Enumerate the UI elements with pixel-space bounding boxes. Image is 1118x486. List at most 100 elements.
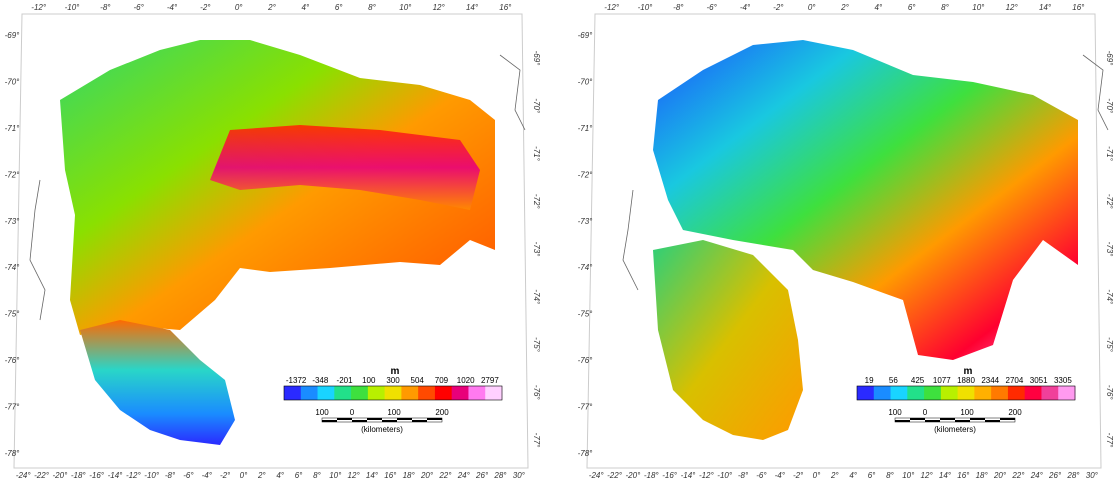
top-lon-label: 14° (1039, 3, 1052, 12)
top-lon-label: 8° (941, 3, 949, 12)
colorbar-value: 1880 (957, 376, 975, 385)
scale-segment (427, 418, 442, 420)
anomaly-map-figure: -12° -10° -8° -6° -4° -2° 0° 2° 4° 6° 8° 10° 12° 14° 1… (5, 3, 541, 480)
right-lat-label: -77° (1105, 433, 1114, 449)
colorbar-swatch (890, 386, 908, 400)
bottom-lon-label: 28° (493, 471, 507, 480)
top-lon-label: 16° (499, 3, 512, 12)
right-lat-label: -70° (532, 98, 541, 114)
bottom-lon-label: -2° (220, 471, 231, 480)
left-lat-label: -76° (578, 356, 594, 365)
scale-label: 0 (350, 408, 355, 417)
colorbar-swatch (1007, 386, 1026, 400)
left-lat-label: -73° (578, 217, 594, 226)
bottom-lon-label: 24° (457, 471, 471, 480)
bottom-lon-label: 12° (348, 471, 361, 480)
right-lat-label: -71° (1105, 146, 1114, 162)
colorbar-swatch (384, 386, 402, 400)
scale-segment (337, 418, 352, 420)
colorbar-value: 56 (889, 376, 898, 385)
colorbar-unit: m (964, 366, 973, 377)
bottom-lon-label: 10° (902, 471, 915, 480)
scale-segment (940, 418, 955, 420)
bottom-lon-label: -24° (589, 471, 605, 480)
colorbar-value: 2704 (1006, 376, 1024, 385)
colorbar-swatch (434, 386, 453, 400)
survey-area-south (80, 320, 235, 445)
colorbar-swatch (873, 386, 892, 400)
colorbar-value: 425 (911, 376, 925, 385)
bottom-lon-label: 28° (1066, 471, 1080, 480)
left-lat-label: -75° (578, 310, 594, 319)
bottom-lon-label: 26° (1048, 471, 1062, 480)
top-lon-label: -12° (31, 3, 47, 12)
bottom-lon-label: -20° (626, 471, 642, 480)
top-lon-label: 0° (235, 3, 243, 12)
colorbar-swatch (300, 386, 319, 400)
left-lat-label: -71° (578, 124, 594, 133)
scale-label: 0 (923, 408, 928, 417)
colorbar-swatch (907, 386, 925, 400)
colorbar-swatch (974, 386, 992, 400)
top-lon-label: 10° (972, 3, 985, 12)
top-lon-label: 12° (1006, 3, 1019, 12)
colorbar-value: -348 (312, 376, 329, 385)
right-lat-label: -77° (532, 433, 541, 449)
colorbar-border (283, 385, 503, 401)
scale-label: 200 (435, 408, 449, 417)
bottom-lon-label: 16° (957, 471, 970, 480)
right-lat-label: -72° (1105, 194, 1114, 210)
right-lat-label: -75° (1105, 337, 1114, 353)
coastline (29, 54, 526, 321)
bottom-lon-label: 20° (420, 471, 434, 480)
bottom-lon-label: -22° (34, 471, 50, 480)
top-lon-label: 6° (908, 3, 916, 12)
left-lat-label: -69° (5, 31, 21, 40)
bottom-lon-label: -20° (53, 471, 69, 480)
graticule-frame (13, 13, 529, 469)
bottom-lon-label: 10° (329, 471, 342, 480)
bottom-lon-label: 16° (384, 471, 397, 480)
bottom-lon-label: 14° (939, 471, 952, 480)
left-lat-label: -74° (5, 263, 21, 272)
bottom-lon-label: -22° (607, 471, 623, 480)
graticule-labels: -12° -10° -8° -6° -4° -2° 0° 2° 4° 6° 8° 10° 12° 14° 1… (5, 3, 541, 480)
left-lat-label: -73° (5, 217, 21, 226)
bottom-lon-label: -4° (775, 471, 786, 480)
scale-label: 100 (960, 408, 974, 417)
top-lon-label: -6° (134, 3, 145, 12)
bottom-lon-label: 18° (976, 471, 989, 480)
scale-unit: (kilometers) (361, 425, 403, 434)
map-terrain (622, 40, 1109, 440)
colorbar-swatch (317, 386, 335, 400)
right-lat-label: -74° (532, 289, 541, 305)
colorbar-swatch (451, 386, 469, 400)
bottom-lon-label: -6° (183, 471, 194, 480)
bottom-lon-label: -8° (165, 471, 176, 480)
colorbar-swatch (1058, 386, 1076, 400)
top-lon-label: 8° (368, 3, 376, 12)
anomaly-map-panel: -12° -10° -8° -6° -4° -2° 0° 2° 4° 6° 8° 10° 12° 14° 1… (0, 0, 545, 481)
scale-segment (925, 420, 940, 422)
top-lon-label: 14° (466, 3, 479, 12)
colorbar-value: 2344 (981, 376, 999, 385)
colorbar-swatch (334, 386, 352, 400)
graticule-labels: -12° -10° -8° -6° -4° -2° 0° 2° 4° 6° 8° 10° 12° 14° 1… (578, 3, 1114, 480)
map-terrain (29, 40, 526, 445)
colorbar-swatch (351, 386, 369, 400)
colorbar-value: 504 (411, 376, 425, 385)
left-lat-label: -77° (5, 403, 21, 412)
left-lat-label: -78° (5, 449, 21, 458)
scale-segment (985, 420, 1000, 422)
bottom-lon-label: 22° (438, 471, 452, 480)
scale-segment (397, 418, 412, 420)
top-lon-label: -10° (638, 3, 654, 12)
topography-map-figure: -12° -10° -8° -6° -4° -2° 0° 2° 4° 6° 8° 10° 12° 14° 1… (578, 3, 1114, 480)
survey-area-north (653, 40, 1078, 360)
bottom-lon-label: 4° (276, 471, 284, 480)
top-lon-label: -12° (604, 3, 620, 12)
scale-segment (955, 420, 970, 422)
bottom-lon-label: -4° (202, 471, 213, 480)
scale-segment (895, 420, 910, 422)
bottom-lon-label: -14° (108, 471, 124, 480)
